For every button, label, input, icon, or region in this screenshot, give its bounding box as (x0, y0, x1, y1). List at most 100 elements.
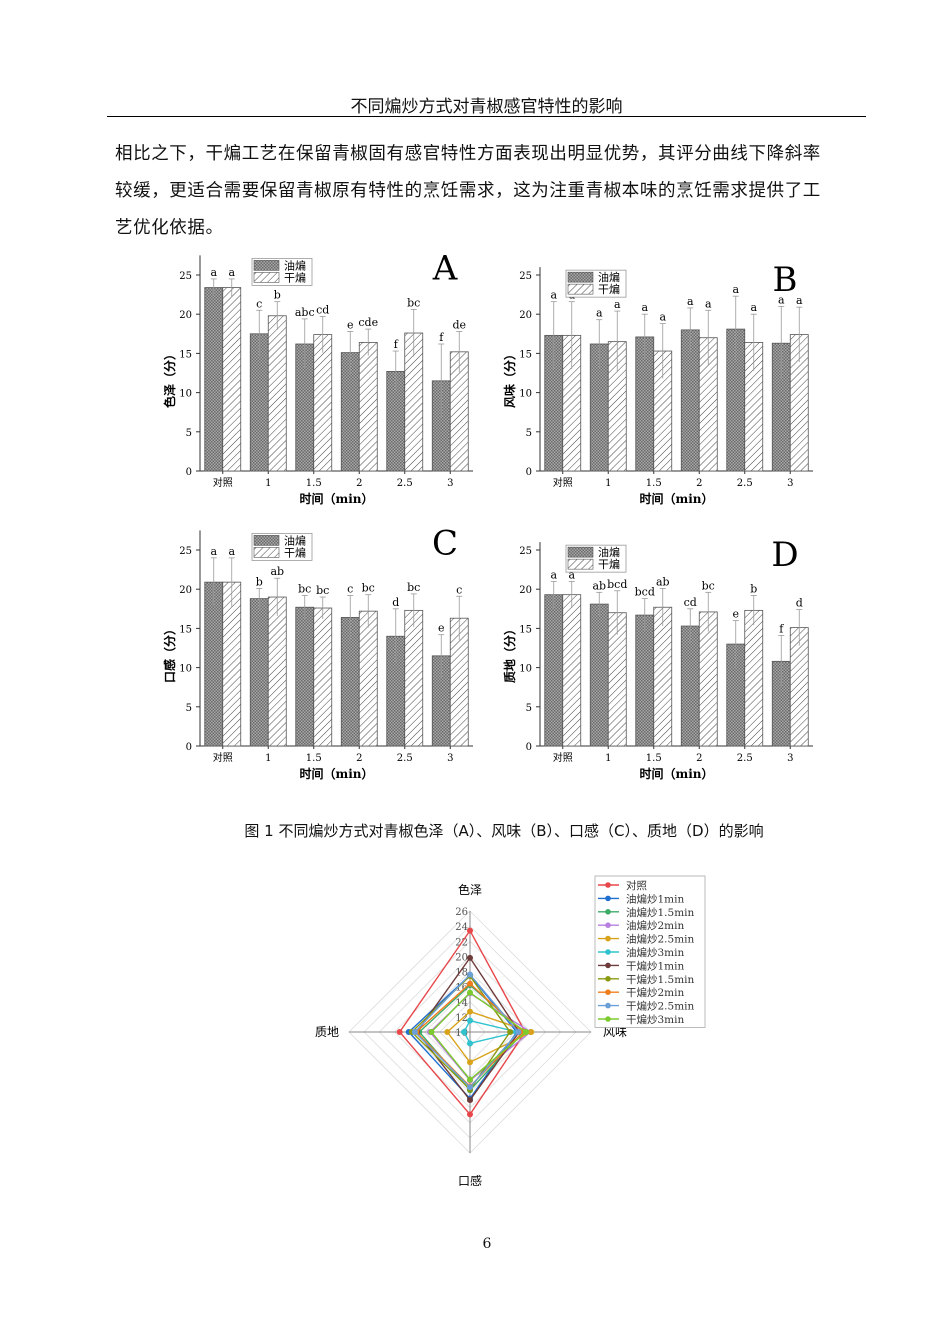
radar-axis-label: 风味 (603, 1025, 627, 1039)
radar-axis-label: 色泽 (458, 883, 482, 897)
significance-letter: a (210, 545, 217, 558)
x-axis-label: 时间（min） (640, 766, 714, 781)
legend-swatch (253, 260, 280, 271)
x-tick-label: 对照 (213, 751, 233, 764)
y-tick-label: 10 (519, 664, 532, 675)
legend-marker (605, 962, 611, 969)
significance-letter: a (732, 283, 739, 296)
radar-point (467, 1059, 473, 1066)
legend-marker (605, 882, 611, 888)
radar-axis-label: 口感 (458, 1173, 482, 1188)
y-axis-label: 质地（分） (502, 623, 517, 683)
bar (249, 598, 269, 747)
significance-letter: a (750, 301, 757, 314)
legend-label: 油煸 (598, 545, 620, 559)
legend-label: 干煸 (284, 270, 306, 284)
bar (589, 603, 609, 747)
significance-letter: bc (298, 582, 311, 595)
x-tick-label: 1 (605, 753, 611, 764)
x-tick-label: 2.5 (737, 478, 753, 489)
y-tick-label: 10 (179, 664, 192, 675)
radar-chart: 101214161820222426色泽风味口感质地对照油煸炒1min油煸炒1.… (315, 875, 706, 1188)
significance-letter: a (687, 295, 694, 308)
radar-point (528, 1029, 535, 1035)
bar (635, 614, 655, 747)
significance-letter: bc (702, 579, 715, 592)
x-tick-label: 2 (356, 478, 362, 489)
significance-letter: a (641, 301, 648, 314)
legend-swatch (253, 272, 280, 283)
panel-letter: A (432, 248, 458, 288)
x-axis-label: 时间（min） (300, 491, 374, 506)
significance-letter: bc (316, 584, 329, 597)
significance-letter: d (796, 597, 803, 610)
y-tick-label: 25 (179, 546, 192, 557)
radar-point (396, 1029, 403, 1035)
bar (680, 625, 700, 747)
legend-label: 油煸炒1min (626, 892, 684, 905)
significance-letter: a (228, 545, 235, 558)
legend-marker (605, 895, 611, 902)
header-rule (107, 116, 866, 117)
legend-label: 油煸 (598, 270, 620, 284)
legend-marker (605, 1002, 611, 1009)
bar (358, 342, 378, 472)
legend-label: 油煸炒1.5min (626, 906, 695, 919)
bar (404, 609, 424, 747)
significance-letter: bc (407, 581, 420, 594)
significance-letter: a (550, 568, 557, 581)
radar-point (467, 1017, 473, 1024)
y-axis-label: 色泽（分） (162, 348, 177, 408)
bar (267, 596, 287, 747)
y-tick-label: 15 (519, 624, 532, 635)
paragraph-line: 相比之下，干煸工艺在保留青椒固有感官特性方面表现出明显优势，其评分曲线下降斜率 (115, 144, 821, 164)
significance-letter: a (568, 568, 575, 581)
bar (698, 611, 718, 747)
significance-letter: a (796, 294, 803, 307)
x-tick-label: 2 (696, 753, 702, 764)
figure-caption: 图 1 不同煸炒方式对青椒色泽（A）、风味（B）、口感（C）、质地（D）的影响 (244, 822, 764, 840)
legend-label: 油煸 (284, 258, 306, 272)
radar-point (467, 980, 473, 987)
x-axis-label: 时间（min） (640, 491, 714, 506)
radar-tick-label: 16 (455, 983, 468, 994)
significance-letter: c (256, 297, 262, 310)
significance-letter: e (438, 622, 445, 635)
significance-letter: bc (407, 296, 420, 309)
y-tick-label: 25 (179, 271, 192, 282)
x-tick-label: 2.5 (397, 478, 413, 489)
x-tick-label: 对照 (553, 476, 573, 489)
legend-label: 干煸 (284, 545, 306, 559)
x-tick-label: 1.5 (646, 753, 662, 764)
radar-point (467, 971, 473, 978)
x-tick-label: 1.5 (306, 478, 322, 489)
legend-label: 干煸炒2min (626, 986, 684, 999)
radar-point (515, 1029, 522, 1035)
significance-letter: a (778, 293, 785, 306)
radar-point (467, 954, 473, 961)
radar-point (467, 1111, 473, 1118)
y-tick-label: 25 (519, 546, 532, 557)
bar (544, 594, 564, 747)
significance-letter: d (392, 596, 399, 609)
significance-letter: abc (295, 306, 315, 319)
body-paragraph: 相比之下，干煸工艺在保留青椒固有感官特性方面表现出明显优势，其评分曲线下降斜率 … (115, 136, 865, 247)
legend-label: 干煸 (598, 557, 620, 571)
significance-letter: a (210, 266, 217, 279)
y-tick-label: 0 (186, 742, 192, 753)
radar-point (467, 1076, 473, 1083)
significance-letter: cde (358, 316, 378, 329)
significance-letter: a (228, 266, 235, 279)
legend-marker (605, 1016, 611, 1022)
y-tick-label: 5 (186, 703, 192, 714)
bar (222, 581, 242, 747)
y-tick-label: 20 (519, 585, 532, 596)
page-number: 6 (482, 1236, 492, 1252)
significance-letter: c (456, 583, 462, 596)
radar-point (467, 1084, 473, 1091)
panel-letter: B (773, 260, 798, 300)
significance-letter: a (596, 307, 603, 320)
x-tick-label: 2.5 (397, 753, 413, 764)
x-tick-label: 对照 (553, 751, 573, 764)
